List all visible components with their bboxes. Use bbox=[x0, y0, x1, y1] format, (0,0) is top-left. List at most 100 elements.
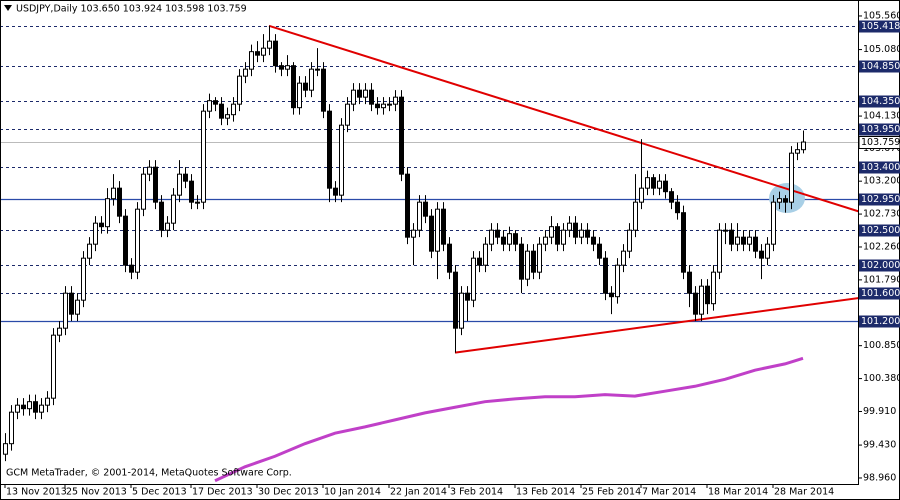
candle-body bbox=[3, 443, 8, 455]
candle-body bbox=[495, 229, 500, 238]
y-tick-label: 104.130 bbox=[863, 111, 900, 122]
candle-body bbox=[501, 236, 506, 245]
candle-body bbox=[753, 236, 758, 252]
candle-body bbox=[285, 65, 290, 70]
candle-body bbox=[351, 89, 356, 105]
candle-body bbox=[393, 96, 398, 105]
x-tick-label: 5 Dec 2013 bbox=[132, 487, 187, 498]
candle-body bbox=[531, 250, 536, 273]
candle-body bbox=[603, 257, 608, 294]
candle-body bbox=[15, 404, 20, 413]
candle-body bbox=[801, 141, 806, 151]
candle-body bbox=[477, 257, 482, 266]
candle-body bbox=[771, 201, 776, 245]
candle-body bbox=[687, 271, 692, 294]
candle-body bbox=[711, 271, 716, 305]
chart-title: USDJPY,Daily 103.650 103.924 103.598 103… bbox=[16, 4, 247, 15]
candle-body bbox=[141, 173, 146, 210]
candle-body bbox=[309, 68, 314, 91]
candle-body bbox=[735, 236, 740, 245]
candle-body bbox=[315, 68, 320, 71]
x-tick-label: 28 Mar 2014 bbox=[774, 487, 834, 498]
candle-body bbox=[111, 187, 116, 200]
candle-body bbox=[789, 152, 794, 203]
candle-body bbox=[627, 229, 632, 252]
candle-body bbox=[81, 257, 86, 301]
candle-body bbox=[441, 208, 446, 245]
candle-body bbox=[153, 166, 158, 203]
x-tick-label: 3 Feb 2014 bbox=[450, 487, 503, 498]
candle-body bbox=[633, 201, 638, 231]
candle-body bbox=[567, 222, 572, 231]
candle-body bbox=[381, 103, 386, 109]
candle-body bbox=[507, 233, 512, 245]
candle-body bbox=[333, 187, 338, 196]
candle-body bbox=[657, 180, 662, 189]
candle-body bbox=[705, 285, 710, 305]
x-tick-label: 25 Feb 2014 bbox=[582, 487, 641, 498]
candle-body bbox=[429, 215, 434, 252]
level-box bbox=[859, 123, 900, 136]
menu-arrow bbox=[4, 5, 12, 11]
candle-body bbox=[609, 292, 614, 298]
candle-body bbox=[555, 226, 560, 245]
y-tick-label: 103.200 bbox=[863, 176, 900, 187]
candle-body bbox=[63, 292, 68, 329]
candle-body bbox=[213, 100, 218, 105]
candle-body bbox=[645, 177, 650, 189]
candle-body bbox=[267, 40, 272, 49]
level-box bbox=[859, 20, 900, 33]
candle-body bbox=[237, 75, 242, 105]
candle-body bbox=[525, 250, 530, 280]
candle-body bbox=[675, 201, 680, 214]
y-tick-label: 99.430 bbox=[863, 440, 896, 451]
level-label: 104.350 bbox=[861, 96, 900, 107]
candle-body bbox=[129, 264, 134, 273]
candle-body bbox=[369, 89, 374, 105]
candle-body bbox=[45, 397, 50, 406]
candle-body bbox=[177, 173, 182, 196]
candle-body bbox=[171, 194, 176, 224]
candle-body bbox=[651, 177, 656, 189]
candle-body bbox=[357, 89, 362, 98]
candle-body bbox=[69, 292, 74, 315]
candle-body bbox=[417, 201, 422, 231]
candle-body bbox=[33, 401, 38, 413]
y-tick-label: 98.960 bbox=[863, 472, 896, 483]
candle-body bbox=[663, 180, 668, 193]
level-box bbox=[859, 315, 900, 328]
candle-body bbox=[543, 236, 548, 245]
candle-body bbox=[453, 271, 458, 329]
level-box bbox=[859, 60, 900, 73]
x-tick-label: 18 Mar 2014 bbox=[708, 487, 768, 498]
candle-body bbox=[537, 243, 542, 273]
candle-body bbox=[165, 222, 170, 231]
x-tick-label: 17 Dec 2013 bbox=[192, 487, 253, 498]
candle-body bbox=[777, 198, 782, 203]
level-label: 101.200 bbox=[861, 316, 900, 327]
last-price-label: 103.759 bbox=[861, 137, 900, 148]
candle-body bbox=[759, 250, 764, 259]
candle-body bbox=[249, 51, 254, 70]
y-tick-label: 105.080 bbox=[863, 44, 900, 55]
candle-body bbox=[723, 229, 728, 232]
x-tick-label: 13 Nov 2013 bbox=[6, 487, 67, 498]
candle-body bbox=[147, 166, 152, 175]
candle-body bbox=[561, 229, 566, 245]
candle-body bbox=[225, 114, 230, 119]
level-box bbox=[859, 95, 900, 108]
candle-body bbox=[435, 208, 440, 252]
x-tick-label: 13 Feb 2014 bbox=[516, 487, 575, 498]
candle-body bbox=[447, 243, 452, 273]
y-tick-label: 100.380 bbox=[863, 373, 900, 384]
y-tick-label: 100.850 bbox=[863, 340, 900, 351]
level-label: 102.000 bbox=[861, 260, 900, 271]
y-tick-label: 102.730 bbox=[863, 209, 900, 220]
candle-body bbox=[423, 201, 428, 217]
level-label: 103.400 bbox=[861, 162, 900, 173]
candle-body bbox=[669, 191, 674, 203]
candle-body bbox=[339, 124, 344, 196]
candle-body bbox=[195, 201, 200, 204]
candle-body bbox=[717, 229, 722, 273]
